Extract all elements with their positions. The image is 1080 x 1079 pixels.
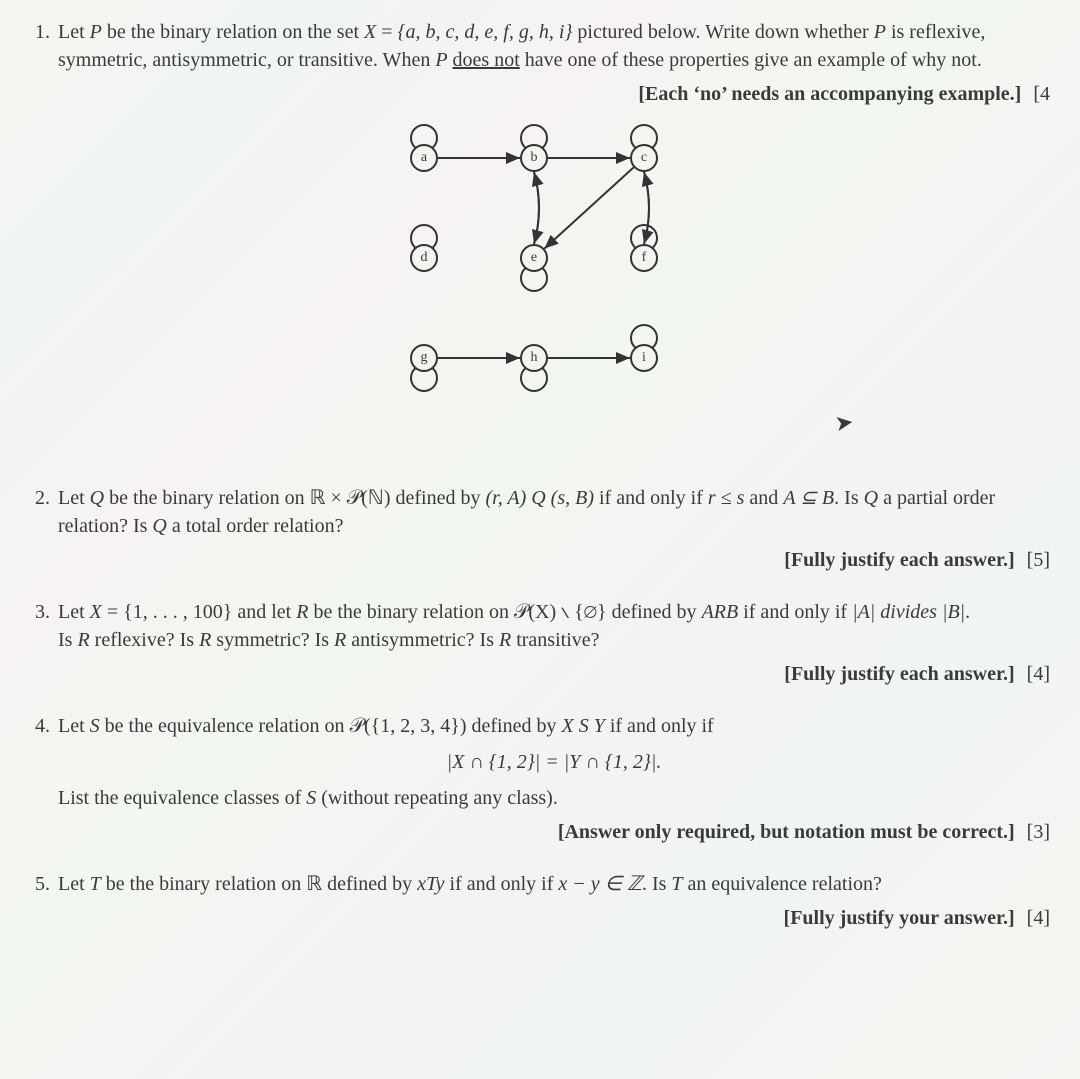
relation-diagram: a b c d e f g h i <box>364 128 744 428</box>
q5-hint: [Fully justify your answer.][4] <box>58 904 1050 932</box>
question-1: 1. Let P be the binary relation on the s… <box>24 18 1050 460</box>
q4-text2: List the equivalence classes of S (witho… <box>58 784 1050 812</box>
q3-text: Let X = {1, . . . , 100} and let R be th… <box>58 598 1050 654</box>
question-4: 4. Let S be the equivalence relation on … <box>24 712 1050 846</box>
node-i: i <box>630 344 658 372</box>
node-g: g <box>410 344 438 372</box>
q4-hint: [Answer only required, but notation must… <box>58 818 1050 846</box>
node-b: b <box>520 144 548 172</box>
node-d: d <box>410 244 438 272</box>
q4-body: Let S be the equivalence relation on 𝒫({… <box>58 712 1050 846</box>
q4-number: 4. <box>24 712 58 846</box>
edge-f-c <box>644 172 649 244</box>
q2-text: Let Q be the binary relation on ℝ × 𝒫(ℕ)… <box>58 484 1050 540</box>
q5-body: Let T be the binary relation on ℝ define… <box>58 870 1050 932</box>
diagram-edges <box>364 128 744 428</box>
node-e: e <box>520 244 548 272</box>
node-a: a <box>410 144 438 172</box>
node-f: f <box>630 244 658 272</box>
node-h: h <box>520 344 548 372</box>
question-5: 5. Let T be the binary relation on ℝ def… <box>24 870 1050 932</box>
q5-number: 5. <box>24 870 58 932</box>
q1-hint: [Each ‘no’ needs an accompanying example… <box>58 80 1050 108</box>
q1-text: Let P be the binary relation on the set … <box>58 18 1050 74</box>
q4-equation: |X ∩ {1, 2}| = |Y ∩ {1, 2}|. <box>58 748 1050 776</box>
q2-hint: [Fully justify each answer.][5] <box>58 546 1050 574</box>
q5-text: Let T be the binary relation on ℝ define… <box>58 870 1050 898</box>
edge-c-e <box>544 167 633 248</box>
q1-body: Let P be the binary relation on the set … <box>58 18 1050 460</box>
q3-number: 3. <box>24 598 58 688</box>
q3-hint: [Fully justify each answer.][4] <box>58 660 1050 688</box>
q2-body: Let Q be the binary relation on ℝ × 𝒫(ℕ)… <box>58 484 1050 574</box>
q4-text: Let S be the equivalence relation on 𝒫({… <box>58 712 1050 740</box>
q3-body: Let X = {1, . . . , 100} and let R be th… <box>58 598 1050 688</box>
edge-e-b <box>534 172 539 244</box>
q2-number: 2. <box>24 484 58 574</box>
node-c: c <box>630 144 658 172</box>
q1-number: 1. <box>24 18 58 460</box>
question-2: 2. Let Q be the binary relation on ℝ × 𝒫… <box>24 484 1050 574</box>
question-3: 3. Let X = {1, . . . , 100} and let R be… <box>24 598 1050 688</box>
